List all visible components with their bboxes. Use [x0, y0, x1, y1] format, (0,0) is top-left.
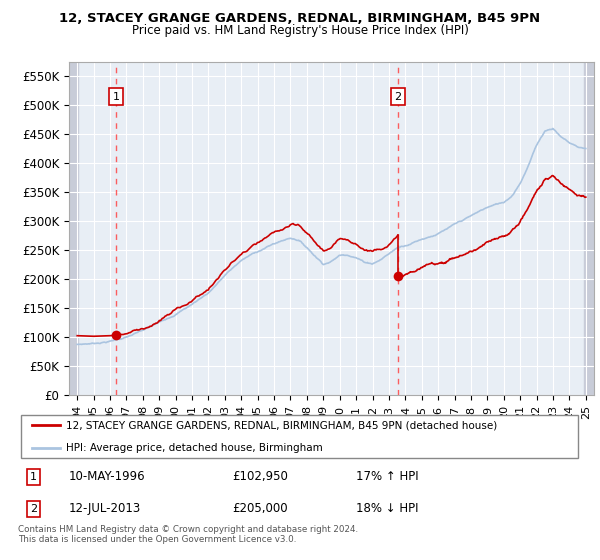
Text: 17% ↑ HPI: 17% ↑ HPI — [356, 470, 419, 483]
Text: 10-MAY-1996: 10-MAY-1996 — [69, 470, 145, 483]
Text: 2: 2 — [394, 92, 401, 101]
Bar — [69, 62, 78, 395]
Text: HPI: Average price, detached house, Birmingham: HPI: Average price, detached house, Birm… — [66, 443, 323, 453]
Bar — [69, 62, 78, 395]
Text: 1: 1 — [30, 472, 37, 482]
Text: 18% ↓ HPI: 18% ↓ HPI — [356, 502, 419, 516]
Text: 12-JUL-2013: 12-JUL-2013 — [69, 502, 141, 516]
Bar — [584, 62, 594, 395]
FancyBboxPatch shape — [21, 414, 578, 459]
Text: 12, STACEY GRANGE GARDENS, REDNAL, BIRMINGHAM, B45 9PN (detached house): 12, STACEY GRANGE GARDENS, REDNAL, BIRMI… — [66, 420, 497, 430]
Bar — [584, 62, 594, 395]
Text: Contains HM Land Registry data © Crown copyright and database right 2024.
This d: Contains HM Land Registry data © Crown c… — [18, 525, 358, 544]
Text: 1: 1 — [113, 92, 119, 101]
Text: 12, STACEY GRANGE GARDENS, REDNAL, BIRMINGHAM, B45 9PN: 12, STACEY GRANGE GARDENS, REDNAL, BIRMI… — [59, 12, 541, 25]
Text: £205,000: £205,000 — [232, 502, 288, 516]
Text: Price paid vs. HM Land Registry's House Price Index (HPI): Price paid vs. HM Land Registry's House … — [131, 24, 469, 36]
Text: 2: 2 — [30, 504, 37, 514]
Text: £102,950: £102,950 — [232, 470, 288, 483]
